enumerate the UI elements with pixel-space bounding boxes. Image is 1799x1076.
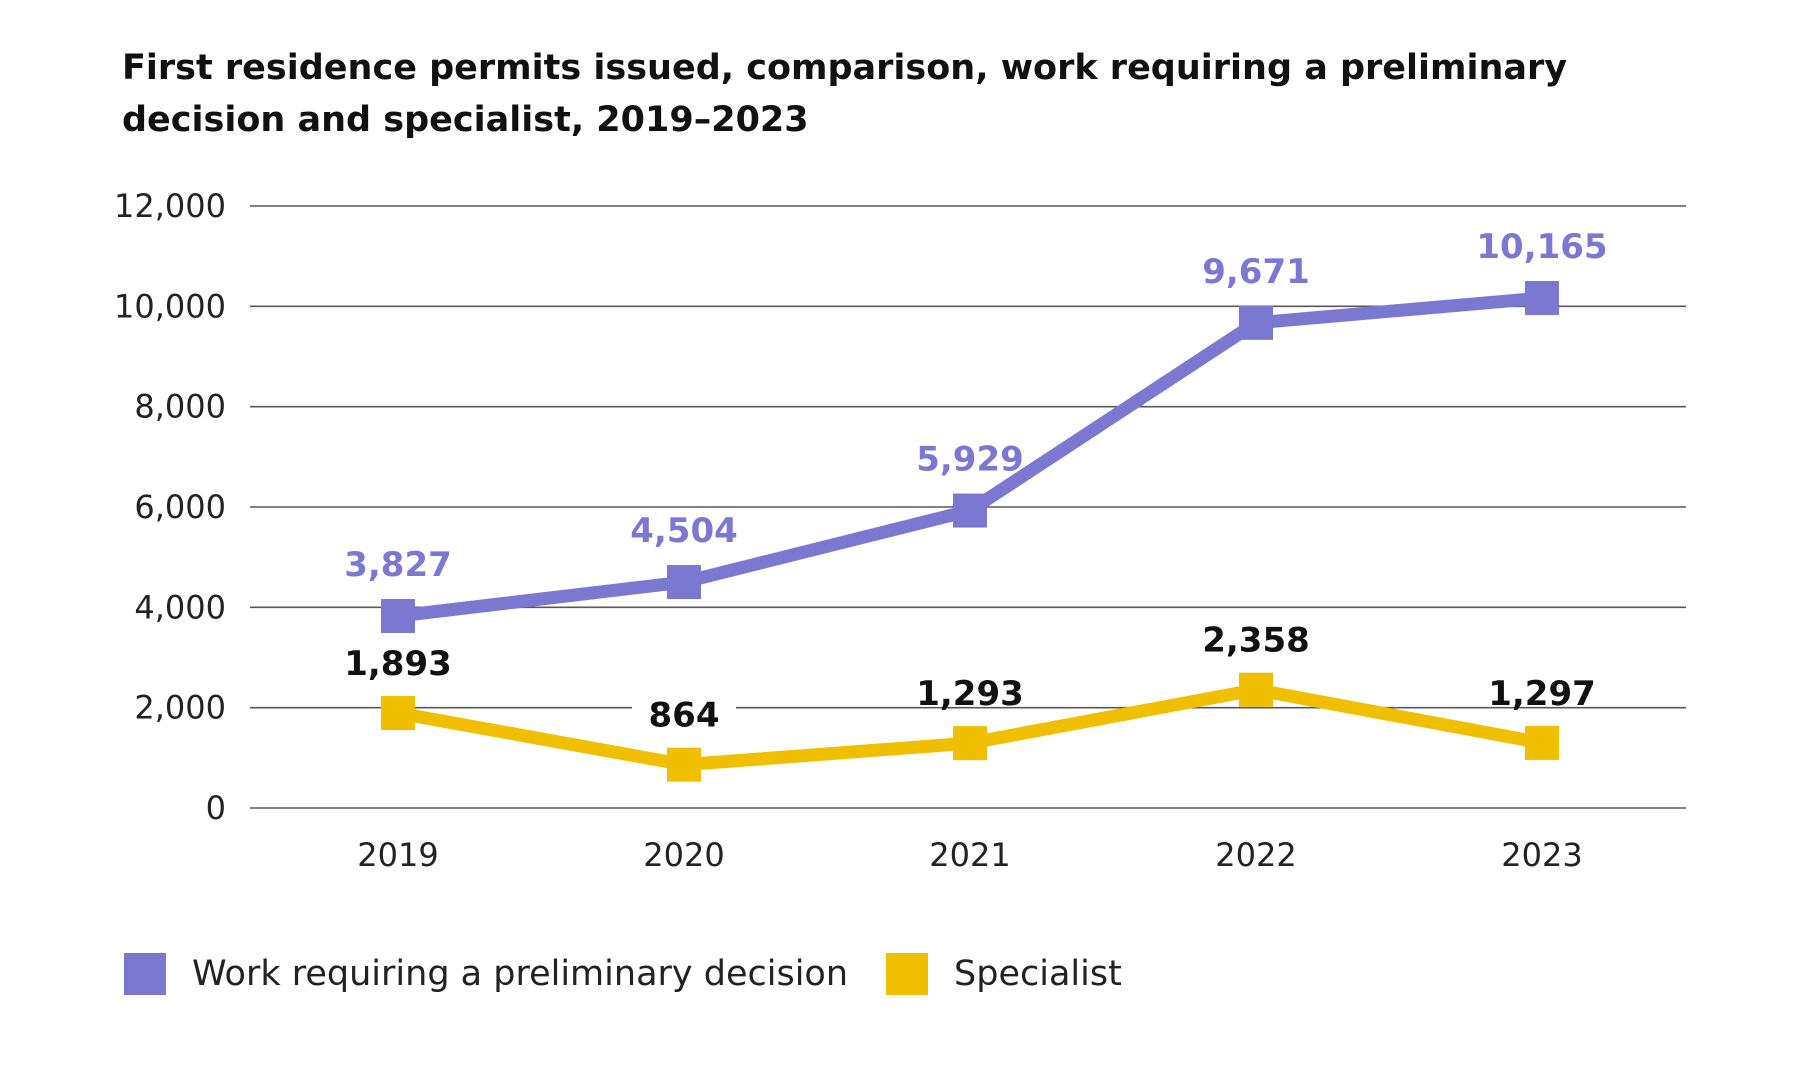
y-tick-label: 6,000	[134, 488, 226, 526]
data-label-work-requiring-a-preliminary-decision: 10,165	[1476, 227, 1607, 267]
y-tick-label: 12,000	[114, 187, 226, 225]
data-marker-work-requiring-a-preliminary-decision	[1525, 281, 1559, 316]
data-marker-specialist	[953, 726, 987, 761]
data-label-specialist: 864	[649, 696, 720, 736]
data-marker-specialist	[667, 747, 701, 782]
legend-swatch-specialist	[886, 953, 929, 995]
data-marker-specialist	[1239, 672, 1273, 707]
data-label-work-requiring-a-preliminary-decision: 9,671	[1202, 252, 1310, 292]
legend-label-specialist: Specialist	[954, 954, 1122, 994]
data-marker-work-requiring-a-preliminary-decision	[667, 565, 701, 600]
data-label-specialist: 1,293	[916, 674, 1024, 714]
x-axis-ticks: 2019 2020 2021 2022 2023	[357, 836, 1582, 874]
chart-title: First residence permits issued, comparis…	[122, 48, 1568, 140]
x-tick-label: 2023	[1501, 836, 1582, 874]
legend-label-work-preliminary: Work requiring a preliminary decision	[192, 954, 849, 994]
y-tick-label: 4,000	[134, 588, 226, 626]
data-label-work-requiring-a-preliminary-decision: 3,827	[344, 545, 452, 585]
x-tick-label: 2022	[1215, 836, 1296, 874]
data-label-work-requiring-a-preliminary-decision: 4,504	[630, 511, 738, 551]
x-tick-label: 2021	[929, 836, 1010, 874]
y-tick-label: 0	[206, 789, 226, 827]
data-label-bg	[632, 690, 736, 739]
legend-item-specialist: Specialist	[886, 953, 1122, 995]
series-layer	[381, 281, 1559, 782]
y-tick-label: 2,000	[134, 689, 226, 727]
legend: Work requiring a preliminary decision Sp…	[124, 952, 1160, 996]
data-marker-work-requiring-a-preliminary-decision	[381, 599, 415, 634]
y-tick-label: 10,000	[114, 287, 226, 325]
data-marker-specialist	[381, 696, 415, 731]
x-tick-label: 2019	[357, 836, 438, 874]
y-tick-label: 8,000	[134, 388, 226, 426]
y-axis-ticks: 0 2,000 4,000 6,000 8,000 10,000 12,000	[114, 187, 226, 827]
data-label-specialist: 1,893	[344, 644, 452, 684]
x-tick-label: 2020	[643, 836, 724, 874]
data-marker-work-requiring-a-preliminary-decision	[953, 493, 987, 528]
data-marker-work-requiring-a-preliminary-decision	[1239, 305, 1273, 340]
legend-item-work-preliminary: Work requiring a preliminary decision	[124, 953, 848, 995]
data-marker-specialist	[1525, 725, 1559, 760]
data-label-specialist: 1,297	[1488, 674, 1596, 714]
data-label-specialist: 2,358	[1202, 621, 1310, 661]
legend-swatch-work-preliminary	[124, 953, 166, 995]
data-labels: 3,827 4,504 5,929 9,671 10,165 1,893 864 1,293 2…	[344, 227, 1608, 739]
data-label-work-requiring-a-preliminary-decision: 5,929	[916, 440, 1024, 480]
